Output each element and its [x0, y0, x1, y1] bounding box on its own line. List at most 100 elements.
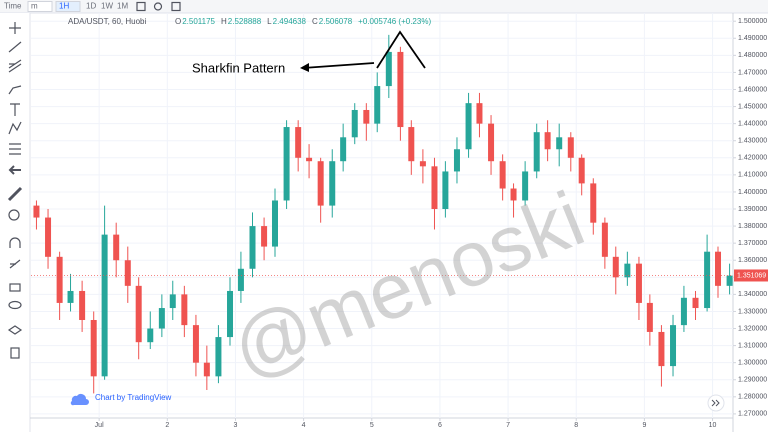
y-tick-label: 1.280000: [738, 394, 767, 401]
tool-icon[interactable]: [10, 103, 20, 116]
tool-icon[interactable]: [8, 121, 22, 135]
tool-icon[interactable]: [7, 325, 23, 335]
scroll-button[interactable]: [707, 394, 725, 412]
candle-body: [67, 290, 74, 303]
candle-body: [544, 132, 551, 150]
candle-body: [567, 137, 574, 158]
candle-body: [476, 103, 483, 124]
ohlc-value: 2.501175: [182, 17, 215, 26]
toolbar-item[interactable]: 1M: [117, 2, 128, 11]
candle-body: [158, 308, 165, 329]
tool-icon[interactable]: [8, 59, 22, 73]
last-price-tag: [734, 269, 768, 282]
scroll-icon: [711, 399, 720, 407]
candle-body: [329, 161, 336, 206]
candle-body: [181, 294, 188, 326]
tool-icon[interactable]: [9, 283, 21, 292]
candle-body: [578, 157, 585, 184]
candle-body: [33, 205, 40, 218]
candle-body: [45, 217, 52, 257]
tool-icon[interactable]: [8, 300, 22, 310]
candle-body: [590, 183, 597, 223]
candle-body: [522, 171, 529, 201]
candle-body: [715, 251, 722, 286]
candle-body: [147, 328, 154, 343]
candle-body: [283, 127, 290, 201]
y-tick-label: 1.470000: [738, 69, 767, 76]
tool-icon[interactable]: [8, 209, 20, 221]
tool-icon[interactable]: [9, 259, 21, 269]
toolbar-item[interactable]: 1H: [59, 2, 69, 11]
candle-body: [556, 137, 563, 150]
y-tick-label: 1.410000: [738, 172, 767, 179]
candle-body: [261, 226, 268, 247]
y-tick-label: 1.450000: [738, 103, 767, 110]
toolbar-item[interactable]: 1D: [86, 2, 96, 11]
candle-body: [306, 157, 313, 162]
candle-body: [169, 294, 176, 309]
toolbar-icon[interactable]: [136, 1, 146, 12]
toolbar-item[interactable]: 1W: [101, 2, 113, 11]
toolbar-item[interactable]: m: [31, 2, 38, 11]
y-tick-label: 1.370000: [738, 240, 767, 247]
y-tick-label: 1.420000: [738, 155, 767, 162]
tool-icon[interactable]: [9, 143, 21, 155]
tool-icon[interactable]: [8, 41, 22, 53]
y-tick-label: 1.390000: [738, 206, 767, 213]
x-tick-label: 8: [574, 422, 578, 429]
tool-icon[interactable]: [10, 347, 20, 359]
candle-body: [340, 137, 347, 162]
credit[interactable]: Chart by TradingView: [95, 393, 172, 402]
tool-icon[interactable]: [9, 22, 21, 34]
tool-icon[interactable]: [8, 85, 22, 95]
tool-icon[interactable]: [7, 186, 23, 202]
ohlc-key: L: [267, 17, 272, 26]
toolbar-icon[interactable]: [171, 1, 181, 12]
symbol-title: ADA/USDT, 60, Huobi: [68, 17, 146, 26]
x-tick-label: Jul: [95, 422, 104, 429]
candle-body: [510, 188, 517, 201]
annotation-peak: [376, 30, 426, 69]
candle-body: [192, 325, 199, 363]
tool-icons: [7, 22, 23, 359]
candle-body: [295, 127, 302, 158]
x-tick-label: 4: [302, 422, 306, 429]
candle-body: [465, 103, 472, 150]
candle-body: [271, 200, 278, 247]
y-tick-label: 1.500000: [738, 18, 767, 25]
top-toolbar: [0, 0, 768, 13]
tradingview-logo[interactable]: [70, 394, 89, 406]
annotation-arrow: [302, 62, 375, 69]
toolbar-icon[interactable]: [153, 2, 163, 11]
candle-body: [215, 337, 222, 377]
candle-body: [453, 149, 460, 172]
tool-icon[interactable]: [9, 237, 21, 248]
ohlc-value: 2.528888: [228, 17, 262, 26]
candle-body: [499, 161, 506, 189]
toolbar-item[interactable]: Time: [4, 2, 22, 11]
ohlc-key: C: [312, 17, 318, 26]
left-toolbar: [0, 13, 30, 432]
candle-body: [385, 51, 392, 87]
y-tick-label: 1.360000: [738, 257, 767, 264]
annotation: Sharkfin Pattern: [192, 60, 285, 75]
candle-body: [624, 263, 631, 278]
x-tick-label: 6: [438, 422, 442, 429]
candle-body: [680, 297, 687, 326]
y-tick-label: 1.460000: [738, 86, 767, 93]
y-tick-label: 1.320000: [738, 325, 767, 332]
tool-icon[interactable]: [8, 165, 21, 175]
ohlc-key: O: [175, 17, 181, 26]
interval-select[interactable]: [27, 1, 53, 12]
y-tick-label: 1.310000: [738, 342, 767, 349]
candle-body: [488, 123, 495, 162]
candle-body: [227, 290, 234, 338]
x-tick-label: 2: [165, 422, 169, 429]
candle-body: [363, 109, 370, 124]
candle-body: [431, 166, 438, 210]
interval-active[interactable]: [55, 1, 81, 12]
candle-body: [237, 268, 244, 291]
candle-body: [601, 222, 608, 257]
y-tick-label: 1.270000: [738, 411, 767, 418]
